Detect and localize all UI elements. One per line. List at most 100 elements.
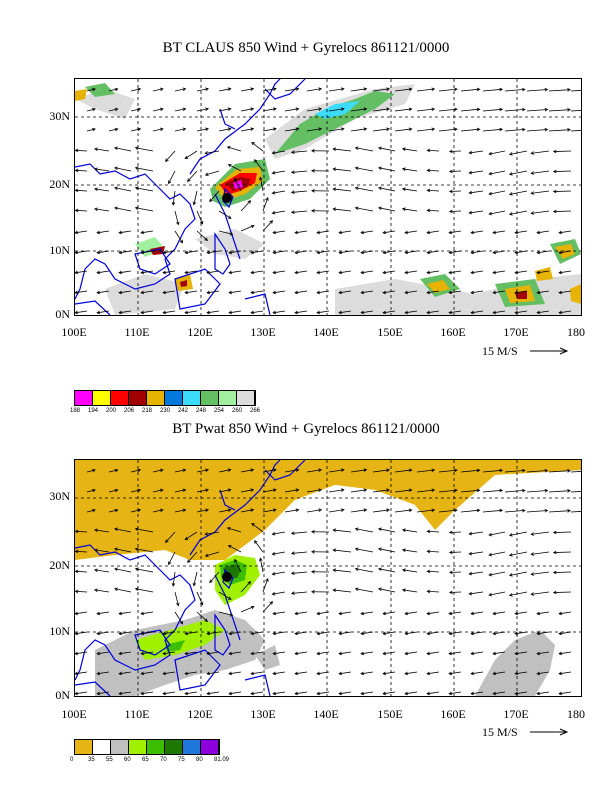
wind-vector — [295, 691, 308, 695]
wind-vector — [218, 210, 232, 219]
wind-vector — [350, 509, 367, 513]
wind-vector-head — [404, 270, 409, 275]
wind-vector-head — [492, 290, 497, 295]
wind-vector — [284, 128, 299, 132]
wind-vector-head — [114, 146, 118, 151]
wind-vector — [291, 170, 308, 173]
wind-vector — [350, 108, 367, 112]
wind-vector-head — [134, 547, 139, 551]
wind-vector-head — [468, 210, 473, 215]
wind-vector — [570, 471, 581, 473]
wind-vector-head — [96, 631, 101, 636]
wind-vector-head — [165, 539, 169, 544]
wind-vector-head — [118, 651, 123, 656]
wind-vector — [187, 551, 198, 563]
wind-vector — [469, 210, 484, 214]
wind-vector-head — [514, 671, 519, 676]
wind-vector — [482, 509, 503, 513]
wind-vector — [537, 290, 550, 294]
wind-vector-head — [176, 221, 180, 226]
wind-vector-head — [426, 230, 431, 235]
wind-vector — [218, 509, 231, 513]
wind-vector — [209, 190, 220, 202]
wind-vector — [114, 207, 132, 212]
wind-vector — [493, 270, 506, 274]
wind-vector-head — [530, 151, 535, 155]
wind-vector — [185, 651, 198, 655]
wind-vector — [489, 170, 506, 175]
wind-vector — [515, 270, 528, 274]
wind-vector — [97, 671, 110, 675]
wind-vector — [86, 469, 96, 473]
wind-vector — [152, 108, 164, 112]
wind-vector — [460, 509, 480, 513]
wind-vector — [509, 551, 528, 556]
wind-vector — [168, 551, 176, 565]
wind-vector-head — [75, 148, 79, 153]
bottom-colorbar-swatch — [93, 740, 111, 754]
wind-vector-head — [182, 87, 187, 92]
wind-vector-head — [290, 210, 295, 214]
wind-vector — [196, 230, 208, 241]
wind-vector — [141, 631, 154, 635]
bottom-colorbar-label: 75 — [178, 757, 185, 763]
wind-vector — [229, 671, 242, 675]
wind-vector — [394, 128, 412, 132]
wind-vector-head — [470, 691, 475, 696]
wind-vector — [526, 89, 548, 92]
wind-vector — [229, 651, 242, 655]
wind-vector-head — [448, 651, 453, 656]
wind-vector-head — [204, 237, 208, 241]
wind-vector-head — [290, 571, 295, 575]
wind-vector — [416, 469, 435, 473]
wind-vector — [135, 528, 154, 533]
wind-vector-head — [114, 166, 118, 171]
wind-vector-head — [338, 230, 343, 235]
wind-vector — [489, 591, 506, 596]
wind-vector — [515, 631, 528, 635]
wind-vector-head — [137, 127, 142, 132]
wind-vector-head — [316, 290, 321, 295]
wind-vector — [240, 509, 254, 513]
top-colorbar-label: 266 — [250, 408, 261, 414]
bottom-lat-20n: 20N — [49, 558, 70, 572]
wind-vector-head — [521, 127, 526, 132]
wind-vector — [193, 190, 198, 205]
wind-vector-head — [521, 468, 526, 473]
wind-vector-head — [508, 533, 513, 537]
wind-vector — [427, 691, 440, 695]
wind-vector-head — [468, 571, 473, 576]
wind-vector — [119, 250, 132, 254]
wind-vector — [86, 88, 96, 92]
wind-vector-head — [488, 592, 493, 597]
wind-vector — [240, 581, 251, 593]
top-colorbar-swatch — [165, 391, 183, 405]
wind-vector-head — [492, 611, 497, 616]
wind-vector-head — [75, 671, 79, 676]
wind-vector — [469, 571, 484, 575]
wind-vector — [75, 570, 88, 573]
wind-vector — [489, 150, 506, 155]
wind-vector — [119, 631, 132, 635]
wind-vector — [291, 591, 308, 594]
wind-vector — [205, 150, 220, 154]
wind-vector — [141, 250, 154, 254]
wind-vector-head — [567, 509, 571, 513]
wind-vector — [339, 631, 352, 635]
wind-vector-head — [499, 488, 504, 493]
bottom-colorbar-swatch — [75, 740, 93, 754]
wind-vector-head — [75, 250, 79, 255]
wind-vector-head — [508, 553, 513, 557]
wind-vector — [295, 631, 308, 635]
wind-vector — [317, 611, 330, 615]
wind-vector-head — [492, 651, 497, 656]
wind-vector — [553, 190, 572, 192]
wind-vector — [509, 210, 528, 215]
wind-vector-head — [536, 250, 541, 255]
wind-vector-head — [96, 310, 101, 315]
wind-vector — [94, 589, 110, 593]
wind-vector — [75, 169, 88, 172]
wind-vector — [75, 189, 88, 192]
wind-vector — [531, 150, 550, 154]
wind-vector-head — [96, 230, 101, 235]
